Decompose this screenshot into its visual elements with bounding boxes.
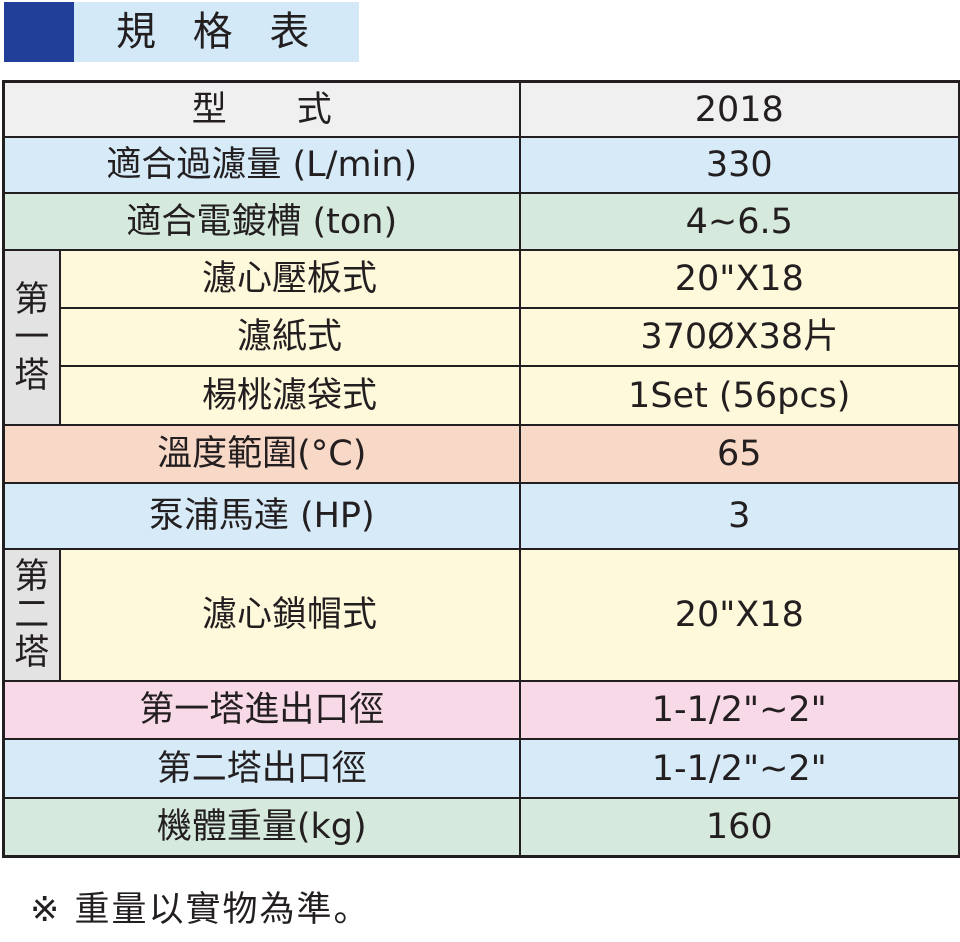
row-label: 型 式 [2, 80, 521, 138]
group-label-tower2: 第 二 塔 [2, 548, 61, 682]
row-label: 濾心壓板式 [58, 249, 521, 309]
row-value: 1Set (56pcs) [518, 365, 960, 426]
row-label: 溫度範圍(°C) [2, 424, 521, 484]
group-char: 二 [14, 595, 50, 635]
row-value: 370ØX38片 [518, 307, 960, 367]
row-value: 20"X18 [518, 548, 960, 682]
table-row: 適合過濾量 (L/min) 330 [2, 136, 960, 194]
table-row: 濾紙式 370ØX38片 [4, 307, 960, 367]
row-label: 適合電鍍槽 (ton) [2, 192, 521, 251]
weight-note: ※ 重量以實物為準。 [30, 890, 371, 930]
row-label: 第二塔出口徑 [2, 738, 521, 799]
row-value: 4~6.5 [518, 192, 960, 251]
row-label: 濾心鎖帽式 [58, 548, 521, 682]
section-title-bar: 規 格 表 [4, 2, 359, 62]
row-value: 1-1/2"~2" [518, 738, 960, 799]
table-row: 第二塔出口徑 1-1/2"~2" [2, 738, 960, 799]
group-char: 塔 [14, 633, 50, 673]
table-row: 型 式 2018 [2, 80, 960, 138]
group-char: 第 [14, 557, 50, 597]
table-row: 機體重量(kg) 160 [2, 797, 960, 858]
table-row: 第 一 塔 濾心壓板式 20"X18 [2, 249, 960, 426]
table-row: 溫度範圍(°C) 65 [2, 424, 960, 484]
table-row: 第 二 塔 濾心鎖帽式 20"X18 [2, 548, 960, 682]
row-value: 3 [518, 482, 960, 550]
row-value: 2018 [518, 80, 960, 138]
spec-table: 型 式 2018 適合過濾量 (L/min) 330 適合電鍍槽 (ton) 4… [2, 80, 960, 858]
row-value: 160 [518, 797, 960, 858]
title-accent-block [4, 2, 74, 62]
row-label: 楊桃濾袋式 [58, 365, 521, 426]
row-label: 機體重量(kg) [2, 797, 521, 858]
table-row: 適合電鍍槽 (ton) 4~6.5 [2, 192, 960, 251]
group-char: 塔 [14, 355, 50, 396]
row-value: 65 [518, 424, 960, 484]
row-value: 20"X18 [518, 249, 960, 309]
group-char: 一 [14, 317, 50, 358]
page-title: 規 格 表 [116, 9, 322, 55]
table-row: 楊桃濾袋式 1Set (56pcs) [4, 365, 960, 426]
table-row: 泵浦馬達 (HP) 3 [2, 482, 960, 550]
table-row: 第一塔進出口徑 1-1/2"~2" [2, 680, 960, 740]
row-label: 第一塔進出口徑 [2, 680, 521, 740]
row-label: 濾紙式 [58, 307, 521, 367]
row-value: 1-1/2"~2" [518, 680, 960, 740]
row-value: 330 [518, 136, 960, 194]
group-char: 第 [14, 279, 50, 320]
row-label: 適合過濾量 (L/min) [2, 136, 521, 194]
row-label: 泵浦馬達 (HP) [2, 482, 521, 550]
group-label-tower1: 第 一 塔 [2, 249, 61, 426]
